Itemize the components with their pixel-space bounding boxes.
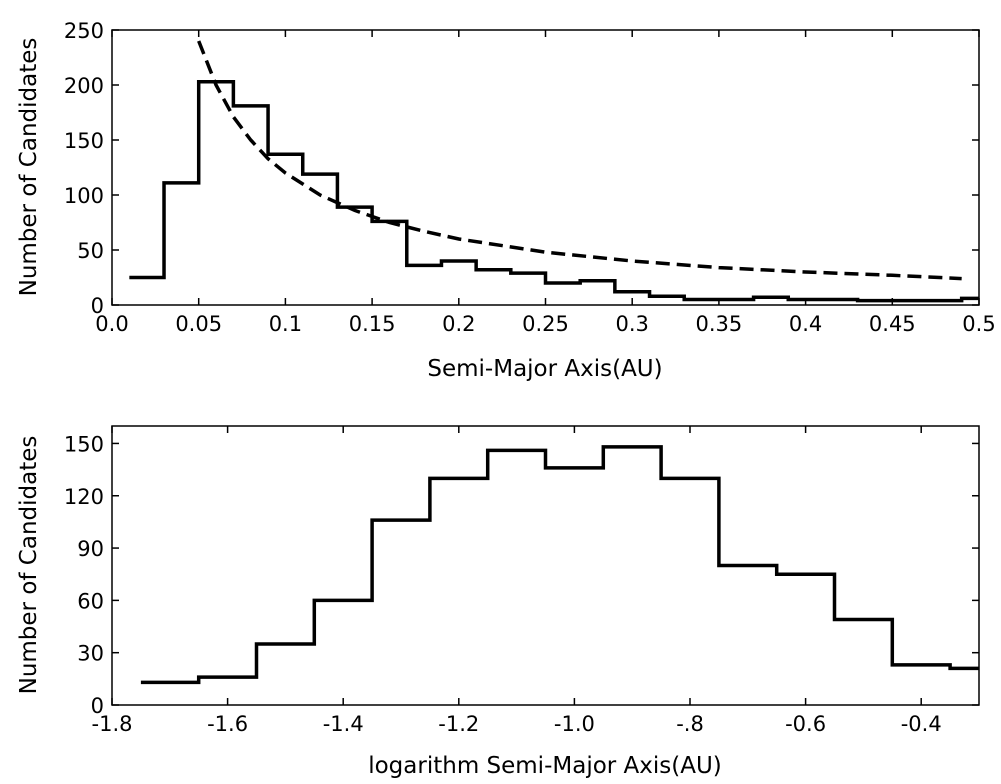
bottom-y-tick-label: 120 [64, 485, 104, 509]
bottom-y-axis-label: Number of Candidates [16, 436, 42, 695]
top-x-tick-label: 0.35 [696, 312, 743, 336]
bottom-x-axis-label: logarithm Semi-Major Axis(AU) [368, 753, 722, 779]
top-x-tick-label: 0.45 [869, 312, 916, 336]
top-y-tick-label: 150 [64, 129, 104, 153]
bottom-y-tick-label: 0 [91, 694, 104, 718]
bottom-y-tick-label: 30 [77, 642, 104, 666]
top-x-tick-label: 0.3 [615, 312, 648, 336]
top-tick-labels: 0.0 0.05 0.1 0.15 0.2 0.25 0.3 0.35 0.4 0.45 0.5 0 5… [64, 19, 996, 336]
bottom-x-tick-label: -.8 [676, 712, 704, 736]
top-y-tick-label: 200 [64, 74, 104, 98]
top-y-tick-label: 100 [64, 184, 104, 208]
bottom-panel: -1.8 -1.6 -1.4 -1.2 -1.0 -.8 -0.6 -0.4 0 30 60 90 12… [16, 425, 980, 779]
top-x-axis-label: Semi-Major Axis(AU) [427, 356, 662, 382]
bottom-x-tick-label: -1.0 [554, 712, 595, 736]
bottom-y-tick-label: 90 [77, 537, 104, 561]
bottom-x-tick-label: -1.6 [207, 712, 248, 736]
top-y-tick-label: 250 [64, 19, 104, 43]
top-x-tick-label: 0.25 [522, 312, 569, 336]
top-plot-frame [111, 29, 980, 306]
top-panel: 0.0 0.05 0.1 0.15 0.2 0.25 0.3 0.35 0.4 0.45 0.5 0 5… [16, 19, 996, 382]
bottom-plot-frame [111, 425, 980, 706]
bottom-x-tick-label: -1.2 [438, 712, 479, 736]
top-x-tick-label: 0.4 [789, 312, 822, 336]
bottom-x-tick-label: -1.4 [323, 712, 364, 736]
top-x-tick-label: 0.1 [269, 312, 302, 336]
bottom-x-tick-label: -0.4 [901, 712, 942, 736]
bottom-tick-labels: -1.8 -1.6 -1.4 -1.2 -1.0 -.8 -0.6 -0.4 0 30 60 90 12… [64, 432, 942, 736]
top-y-tick-label: 50 [77, 239, 104, 263]
top-histogram [129, 79, 979, 303]
top-x-tick-label: 0.2 [442, 312, 475, 336]
top-x-tick-label: 0.15 [349, 312, 396, 336]
top-axis-ticks [111, 29, 980, 306]
bottom-y-tick-label: 150 [64, 432, 104, 456]
top-y-tick-label: 0 [91, 294, 104, 318]
bottom-histogram [140, 445, 979, 685]
bottom-y-tick-label: 60 [77, 589, 104, 613]
bottom-x-tick-label: -0.6 [785, 712, 826, 736]
top-x-tick-label: 0.5 [962, 312, 995, 336]
bottom-x-tick-label: -1.8 [92, 712, 133, 736]
top-fit-curve [197, 40, 962, 281]
top-x-tick-label: 0.0 [95, 312, 128, 336]
top-x-tick-label: 0.05 [175, 312, 222, 336]
top-y-axis-label: Number of Candidates [16, 38, 42, 297]
